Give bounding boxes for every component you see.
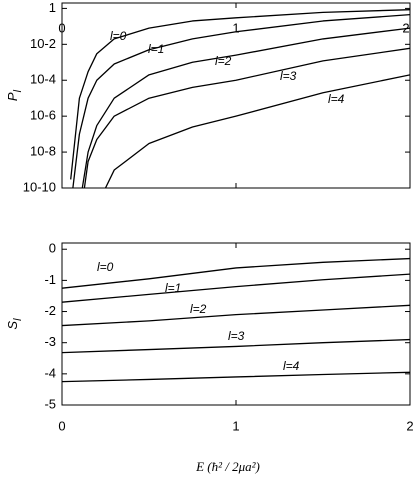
y-tick-label: 10-4 bbox=[30, 72, 56, 87]
curve bbox=[72, 13, 410, 188]
y-axis-label-main: P bbox=[5, 92, 20, 101]
curve-label: l=0 bbox=[110, 29, 127, 43]
curve-label: l=0 bbox=[97, 260, 114, 274]
y-axis-label: Sl bbox=[5, 318, 23, 330]
curve bbox=[62, 257, 410, 289]
y-tick-label: 10-10 bbox=[23, 179, 56, 194]
y-tick-label: 10-6 bbox=[30, 108, 56, 123]
curve bbox=[62, 371, 410, 383]
x-tick-label: 0 bbox=[58, 418, 65, 433]
curve bbox=[83, 47, 410, 188]
y-tick-label: 10-8 bbox=[30, 144, 56, 159]
curve bbox=[81, 27, 410, 188]
y-axis-label: Pl bbox=[5, 89, 23, 101]
curves bbox=[70, 9, 410, 188]
x-tick-label: 0 bbox=[58, 20, 65, 35]
curve-label: l=3 bbox=[228, 329, 245, 343]
curve-label: l=2 bbox=[190, 302, 207, 316]
curve bbox=[62, 338, 410, 354]
curve-label: l=2 bbox=[215, 54, 232, 68]
curve-label: l=1 bbox=[165, 281, 181, 295]
y-tick-label: -3 bbox=[44, 334, 56, 349]
x-tick-label: 2 bbox=[402, 20, 409, 35]
curve bbox=[62, 304, 410, 327]
y-tick-label: -2 bbox=[44, 303, 56, 318]
y-tick-label: 0 bbox=[49, 241, 56, 256]
curves bbox=[62, 257, 410, 383]
curve-label: l=1 bbox=[148, 42, 164, 56]
curve-label: l=3 bbox=[280, 69, 297, 83]
curve-label: l=4 bbox=[328, 92, 345, 106]
y-tick-label: 1 bbox=[49, 0, 56, 15]
x-tick-label: 1 bbox=[232, 418, 239, 433]
curve bbox=[70, 9, 410, 180]
x-axis-label: E (ħ² / 2μa²) bbox=[195, 459, 260, 474]
y-tick-label: 10-2 bbox=[30, 36, 56, 51]
y-tick-label: -5 bbox=[44, 396, 56, 411]
curve bbox=[62, 273, 410, 303]
curve bbox=[104, 74, 410, 188]
y-tick-label: -1 bbox=[44, 272, 56, 287]
y-axis-label-main: S bbox=[5, 321, 20, 330]
x-tick-label: 1 bbox=[232, 20, 239, 35]
y-axis-label-sub: l bbox=[12, 318, 24, 321]
y-axis-label-sub: l bbox=[12, 89, 24, 92]
x-tick-label: 2 bbox=[406, 418, 413, 433]
curve-label: l=4 bbox=[283, 359, 300, 373]
y-tick-label: -4 bbox=[44, 365, 56, 380]
